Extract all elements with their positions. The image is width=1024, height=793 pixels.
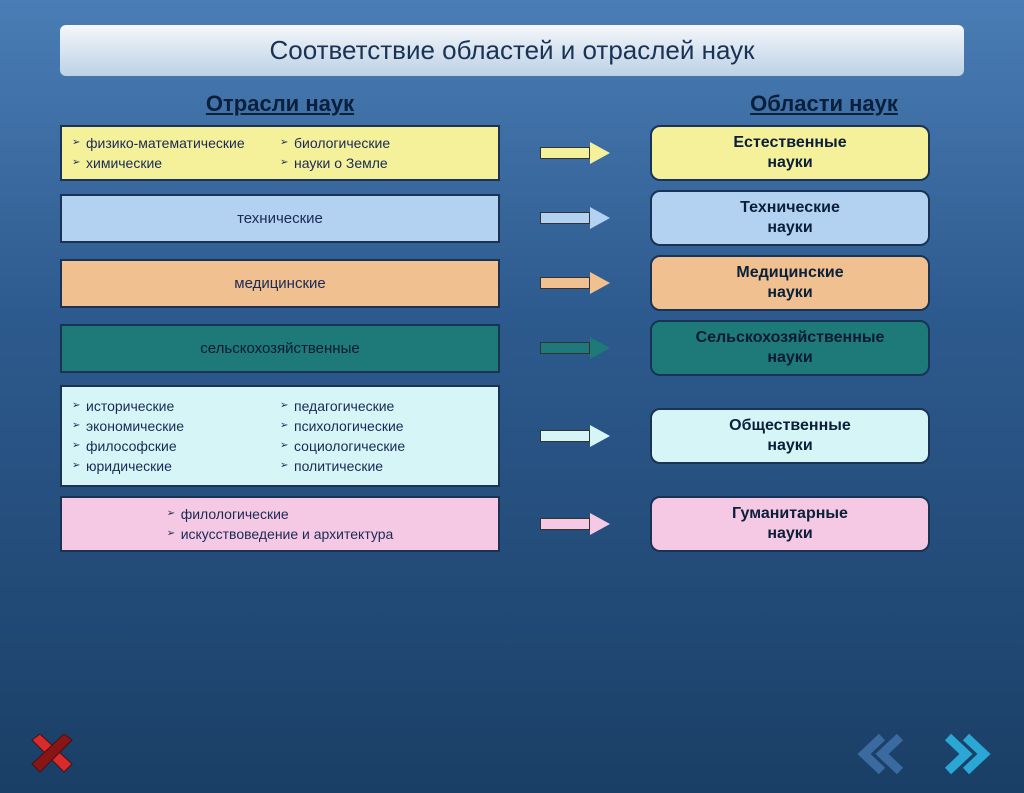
field-box: Техническиенауки [650,190,930,246]
branch-item: филологические [167,504,394,524]
branch-item: химические [72,153,280,173]
branch-label: технические [237,196,323,241]
column-headers: Отрасли наук Области наук [60,91,964,117]
field-line1: Технические [652,198,928,218]
branch-item: философские [72,436,280,456]
branch-item: юридические [72,456,280,476]
branch-list: филологическиеискусствоведение и архитек… [167,504,394,544]
arrow-icon [500,207,650,229]
branch-item: искусствоведение и архитектура [167,524,394,544]
header-branches: Отрасли наук [60,91,500,117]
branch-list: биологическиенауки о Земле [280,133,488,173]
arrow-icon [500,142,650,164]
arrow-icon [500,425,650,447]
prev-button[interactable] [864,737,900,771]
branch-box: историческиеэкономическиефилософскиеюрид… [60,385,500,487]
branch-label: сельскохозяйственные [200,326,359,371]
arrow-icon [500,272,650,294]
branch-item: социологические [280,436,488,456]
field-line1: Сельскохозяйственные [652,328,928,348]
nav-chevrons [854,733,994,775]
diagram-rows: физико-математическиехимическиебиологиче… [60,125,964,552]
field-box: Медицинскиенауки [650,255,930,311]
branch-item: биологические [280,133,488,153]
branch-box: филологическиеискусствоведение и архитек… [60,496,500,552]
branch-item: психологические [280,416,488,436]
header-fields: Области наук [684,91,964,117]
field-box: Гуманитарныенауки [650,496,930,552]
field-box: Сельскохозяйственныенауки [650,320,930,376]
field-line2: науки [652,348,928,368]
field-line2: науки [652,153,928,173]
branch-label: медицинские [234,261,326,306]
branch-item: науки о Земле [280,153,488,173]
page-title: Соответствие областей и отраслей наук [60,25,964,76]
branch-box: физико-математическиехимическиебиологиче… [60,125,500,181]
branch-box: сельскохозяйственные [60,324,500,373]
field-line1: Естественные [652,133,928,153]
diagram-row: сельскохозяйственные Сельскохозяйственные… [60,320,964,376]
branch-list: историческиеэкономическиефилософскиеюрид… [72,396,280,476]
branch-item: исторические [72,396,280,416]
title-text: Соответствие областей и отраслей наук [269,35,754,65]
diagram-row: историческиеэкономическиефилософскиеюрид… [60,385,964,487]
branch-item: педагогические [280,396,488,416]
diagram-row: филологическиеискусствоведение и архитек… [60,496,964,552]
branch-list: педагогическиепсихологическиесоциологиче… [280,396,488,476]
branch-box: технические [60,194,500,243]
diagram-row: физико-математическиехимическиебиологиче… [60,125,964,181]
branch-item: экономические [72,416,280,436]
diagram-row: медицинские Медицинскиенауки [60,255,964,311]
branch-item: физико-математические [72,133,280,153]
diagram-row: технические Техническиенауки [60,190,964,246]
field-line2: науки [652,524,928,544]
field-line2: науки [652,218,928,238]
arrow-icon [500,337,650,359]
field-line1: Общественные [652,416,928,436]
field-line2: науки [652,436,928,456]
field-line1: Медицинские [652,263,928,283]
branch-box: медицинские [60,259,500,308]
field-box: Общественныенауки [650,408,930,464]
field-line2: науки [652,283,928,303]
next-button[interactable] [948,737,984,771]
nav-bar [30,733,994,775]
field-line1: Гуманитарные [652,504,928,524]
arrow-icon [500,513,650,535]
close-icon[interactable] [30,734,74,774]
branch-item: политические [280,456,488,476]
branch-list: физико-математическиехимические [72,133,280,173]
field-box: Естественныенауки [650,125,930,181]
